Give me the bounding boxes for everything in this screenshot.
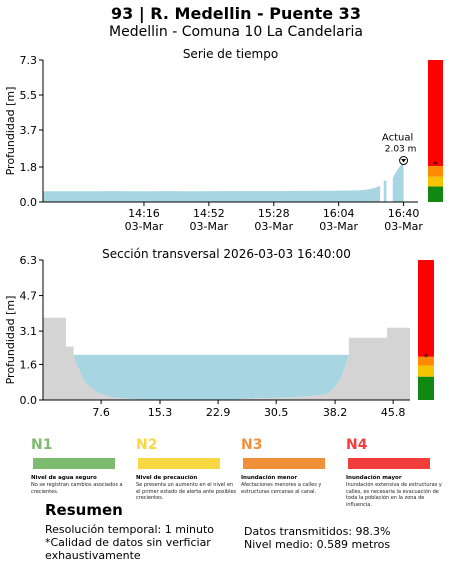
level-bar-segment-4 — [428, 60, 443, 167]
water-area — [73, 354, 349, 400]
series-area-2 — [383, 180, 387, 202]
legend-description: Se presenta un aumento en el nivel en el… — [136, 482, 237, 501]
legend-code: N3 — [241, 436, 263, 453]
legend-name: Nivel de precaución — [136, 475, 198, 481]
current-marker-arrow — [401, 159, 407, 163]
legend-code: N4 — [346, 436, 368, 453]
summary-title: Resumen — [45, 501, 123, 519]
cross-section-chart: Sección transversal 2026-03-03 16:40:00 P… — [4, 247, 434, 419]
alert-level-legend: N1 Nivel de agua seguro No se registran … — [31, 434, 451, 508]
x-tick-time: 15:28 — [258, 207, 290, 220]
x-tick-label: 30.5 — [264, 406, 289, 419]
x-tick-time: 16:04 — [323, 207, 355, 220]
ground-profile — [43, 317, 410, 400]
legend-item-n2: N2 Nivel de precaución Se presenta un au… — [136, 434, 238, 502]
legend-description: Afectaciones menores a calles y estructu… — [241, 482, 322, 495]
chart-title: Serie de tiempo — [183, 47, 278, 61]
x-tick-label: 15.3 — [148, 406, 173, 419]
legend-swatch — [33, 458, 115, 469]
chart-title: Sección transversal 2026-03-03 16:40:00 — [102, 247, 351, 261]
summary-mean-level: Nivel medio: 0.589 metros — [244, 538, 391, 551]
y-tick-label: 3.1 — [20, 325, 38, 338]
legend-swatch — [348, 458, 430, 469]
level-bar-segment-1 — [428, 186, 443, 202]
current-annotation-label: Actual — [382, 133, 413, 144]
y-tick-label: 6.3 — [20, 254, 38, 267]
legend-swatch — [243, 458, 325, 469]
y-axis-label: Profundidad [m] — [4, 296, 17, 385]
level-bar-segment-1 — [418, 376, 434, 400]
y-tick-label: 1.6 — [20, 358, 38, 371]
x-tick-label: 22.9 — [206, 406, 231, 419]
legend-description: No se registran cambios asociados a crec… — [31, 482, 123, 495]
x-tick-time: 14:16 — [128, 207, 160, 220]
y-tick-label: 0.0 — [20, 394, 38, 407]
legend-name: Nivel de agua seguro — [31, 475, 97, 481]
legend-code: N1 — [31, 436, 53, 453]
time-series-chart: Serie de tiempo Profundidad [m] 0.0 1.8 3.7 5… — [4, 47, 443, 233]
level-bar-segment-2 — [418, 365, 434, 377]
station-subtitle: Medellin - Comuna 10 La Candelaria — [109, 24, 363, 40]
series-area-3 — [392, 162, 404, 202]
summary-quality-note: *Calidad de datos sin verficiar exhausti… — [45, 536, 211, 562]
x-tick-time: 16:40 — [388, 207, 420, 220]
y-tick-label: 5.5 — [20, 89, 38, 102]
legend-item-n4: N4 Inundación mayor Inundación extensiva… — [346, 434, 448, 508]
legend-name: Inundación mayor — [346, 475, 402, 481]
x-tick-date: 03-Mar — [189, 220, 228, 233]
x-tick-label: 7.6 — [92, 406, 110, 419]
x-tick-label: 38.2 — [323, 406, 348, 419]
x-tick-date: 03-Mar — [319, 220, 358, 233]
y-tick-label: 1.8 — [20, 161, 38, 174]
y-tick-label: 4.7 — [20, 290, 38, 303]
y-axis-label: Profundidad [m] — [4, 87, 17, 176]
level-bar-segment-2 — [428, 176, 443, 187]
level-bar-segment-4 — [418, 260, 434, 357]
x-tick-date: 03-Mar — [254, 220, 293, 233]
series-area-1 — [43, 185, 381, 202]
summary-resolution: Resolución temporal: 1 minuto — [45, 523, 214, 536]
x-tick-date: 03-Mar — [125, 220, 164, 233]
legend-item-n1: N1 Nivel de agua seguro No se registran … — [31, 434, 133, 495]
x-tick-date: 03-Mar — [384, 220, 423, 233]
legend-description: Inundación extensiva de estructuras y ca… — [346, 482, 442, 508]
legend-item-n3: N3 Inundación menor Afectaciones menores… — [241, 434, 343, 495]
y-tick-label: 0.0 — [20, 196, 38, 209]
x-tick-time: 14:52 — [193, 207, 225, 220]
legend-name: Inundación menor — [241, 475, 298, 481]
current-annotation-value: 2.03 m — [385, 145, 417, 155]
y-tick-label: 3.7 — [20, 124, 38, 137]
y-tick-label: 7.3 — [20, 54, 38, 67]
level-marker: * — [433, 161, 438, 171]
level-bar-segment-3 — [418, 356, 434, 366]
level-marker: * — [424, 353, 429, 363]
x-tick-label: 45.8 — [381, 406, 406, 419]
level-bar-segment-3 — [428, 166, 443, 177]
summary-transmitted: Datos transmitidos: 98.3% — [244, 525, 391, 538]
station-title: 93 | R. Medellin - Puente 33 — [111, 4, 361, 23]
legend-swatch — [138, 458, 220, 469]
legend-code: N2 — [136, 436, 158, 453]
